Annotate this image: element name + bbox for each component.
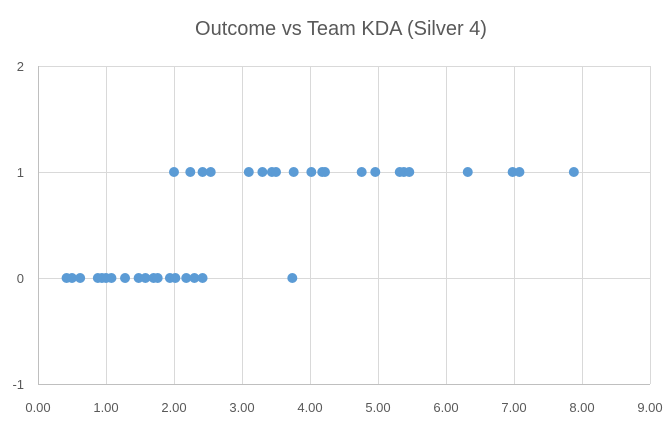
axes [38, 66, 650, 385]
x-tick-label: 3.00 [229, 400, 254, 415]
data-point [462, 167, 473, 177]
tick-labels: 0.00 1.00 2.00 3.00 4.00 5.00 6.00 7.00 8.00 9.00… [12, 59, 662, 415]
data-point [152, 273, 163, 283]
x-tick-label: 4.00 [297, 400, 322, 415]
x-tick-label: 0.00 [25, 400, 50, 415]
data-point [140, 273, 151, 283]
data-point [257, 167, 268, 177]
y-tick-label: 2 [17, 59, 24, 74]
data-point [189, 273, 200, 283]
data-point [106, 273, 117, 283]
y-tick-label: 0 [17, 271, 24, 286]
data-point [67, 273, 77, 283]
data-point [404, 167, 415, 177]
data-point [185, 167, 196, 177]
y-tick-label: 1 [17, 165, 24, 180]
data-points [61, 167, 579, 283]
data-point [169, 167, 179, 177]
data-point [306, 167, 317, 177]
data-point [181, 273, 192, 283]
data-point [370, 167, 381, 177]
x-tick-label: 2.00 [161, 400, 186, 415]
data-point [288, 167, 299, 177]
data-point [568, 167, 579, 177]
data-point [287, 273, 298, 283]
data-point [120, 273, 131, 283]
data-point [75, 273, 86, 283]
data-point [205, 167, 216, 177]
x-tick-label: 9.00 [637, 400, 662, 415]
x-tick-label: 1.00 [93, 400, 118, 415]
data-point [356, 167, 367, 177]
data-point [319, 167, 330, 177]
data-point [514, 167, 525, 177]
x-tick-label: 8.00 [569, 400, 594, 415]
data-point [271, 167, 281, 177]
x-tick-label: 7.00 [501, 400, 526, 415]
x-tick-label: 6.00 [433, 400, 458, 415]
y-tick-label: -1 [12, 377, 24, 392]
data-point [197, 167, 208, 177]
data-point [197, 273, 208, 283]
chart-title: Outcome vs Team KDA (Silver 4) [195, 18, 487, 40]
x-tick-label: 5.00 [365, 400, 390, 415]
data-point [243, 167, 254, 177]
data-point [170, 273, 181, 283]
